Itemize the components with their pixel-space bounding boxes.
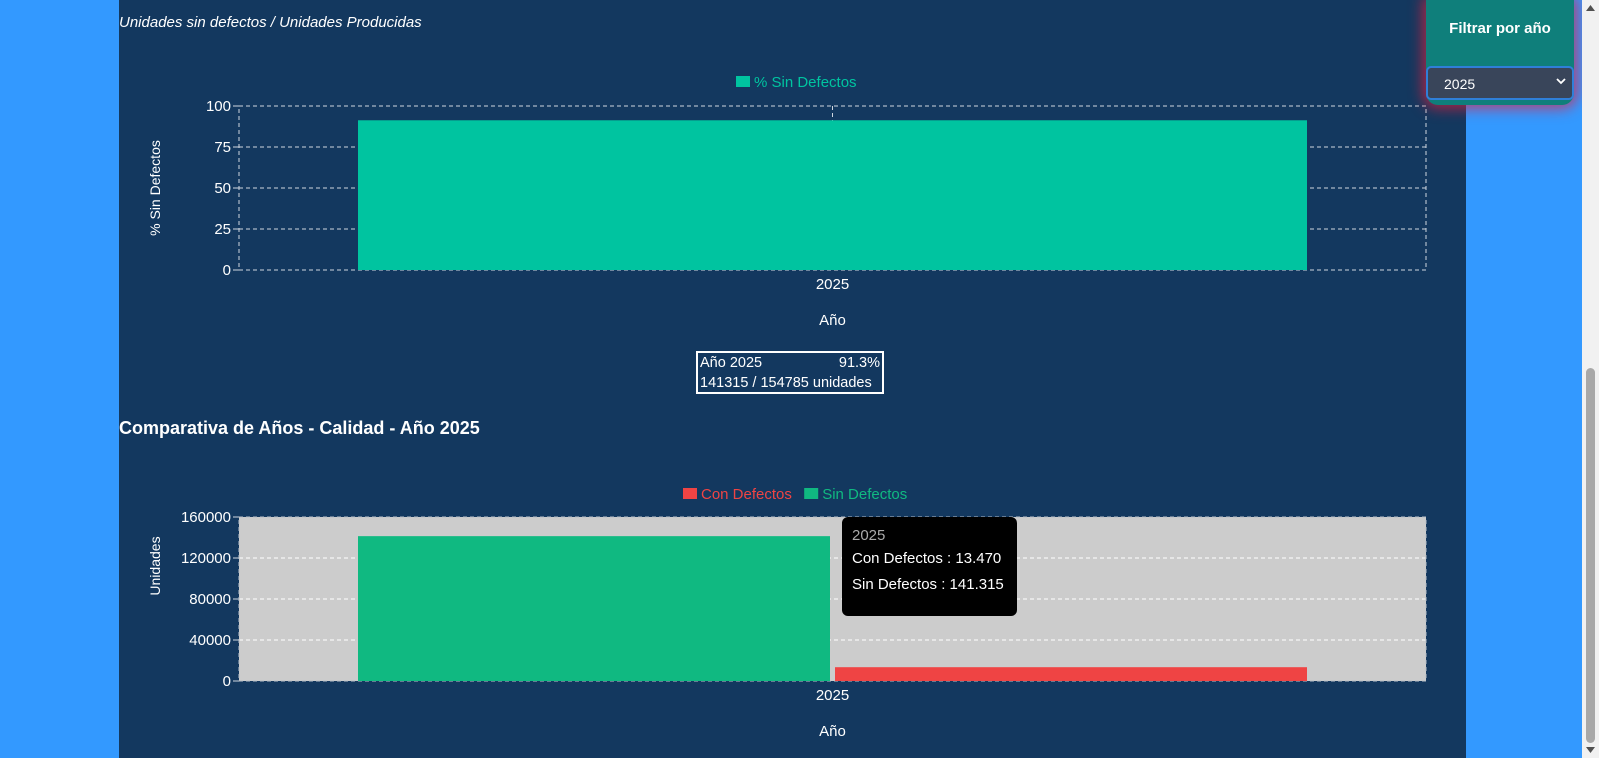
- year-summary-box: Año 2025 91.3% 141315 / 154785 unidades: [696, 351, 884, 394]
- y-tick-label: 80000: [189, 591, 231, 608]
- year-select-value: 2025: [1444, 76, 1476, 92]
- bar-percent-sin-defectos: [358, 120, 1307, 270]
- year-select[interactable]: 2025: [1426, 66, 1574, 100]
- legend-label: Con Defectos: [701, 486, 792, 503]
- plot-border: [238, 516, 1427, 682]
- scroll-up-icon[interactable]: [1586, 4, 1595, 12]
- y-tick-label: 25: [214, 221, 231, 238]
- units-chart: 0 40000 80000 120000 160000 2025 Año Unidades Co…: [147, 486, 1427, 740]
- tooltip-sin-defectos: Sin Defectos : 141.315: [852, 576, 1004, 593]
- plot-border: [238, 105, 1427, 271]
- scroll-down-icon[interactable]: [1586, 746, 1595, 754]
- tooltip-title: 2025: [852, 527, 886, 544]
- percent-chart: 0 25 50 75 100 2025 Año % Sin Defectos % Sin Def…: [147, 74, 1427, 329]
- summary-units: 141315 / 154785 unidades: [700, 375, 872, 391]
- chevron-down-icon: [1556, 78, 1566, 85]
- y-tick-label: 160000: [181, 509, 231, 526]
- x-axis-label: Año: [819, 312, 846, 329]
- x-tick-label: 2025: [816, 276, 849, 293]
- filter-title: Filtrar por año: [1449, 20, 1551, 37]
- page-scrollbar[interactable]: [1582, 0, 1599, 758]
- summary-year: Año 2025: [700, 355, 763, 371]
- y-tick-label: 0: [223, 673, 231, 690]
- chart-subtitle: Unidades sin defectos / Unidades Produci…: [119, 14, 422, 31]
- y-axis-label: Unidades: [147, 536, 163, 595]
- legend-swatch: [804, 488, 819, 499]
- y-tick-label: 40000: [189, 632, 231, 649]
- x-tick-label: 2025: [816, 687, 849, 704]
- bar-con-defectos: [835, 667, 1307, 681]
- y-tick-label: 100: [206, 98, 231, 115]
- y-tick-label: 0: [223, 262, 231, 279]
- legend-label: Sin Defectos: [822, 486, 907, 503]
- comparison-title: Comparativa de Años - Calidad - Año 2025: [119, 418, 480, 438]
- y-tick-label: 50: [214, 180, 231, 197]
- x-axis-label: Año: [819, 723, 846, 740]
- chart-tooltip: 2025 Con Defectos : 13.470 Sin Defectos …: [842, 517, 1017, 616]
- y-axis-label: % Sin Defectos: [147, 140, 163, 236]
- legend-label: % Sin Defectos: [754, 74, 857, 91]
- summary-percent: 91.3%: [838, 355, 880, 371]
- legend-swatch: [683, 488, 697, 499]
- scrollbar-thumb[interactable]: [1586, 368, 1595, 743]
- bar-sin-defectos: [358, 536, 830, 681]
- y-tick-label: 75: [214, 139, 231, 156]
- year-filter-card: Filtrar por año 2025: [1426, 0, 1574, 105]
- tooltip-con-defectos: Con Defectos : 13.470: [852, 550, 1002, 567]
- legend-swatch: [736, 76, 750, 87]
- y-tick-label: 120000: [181, 550, 231, 567]
